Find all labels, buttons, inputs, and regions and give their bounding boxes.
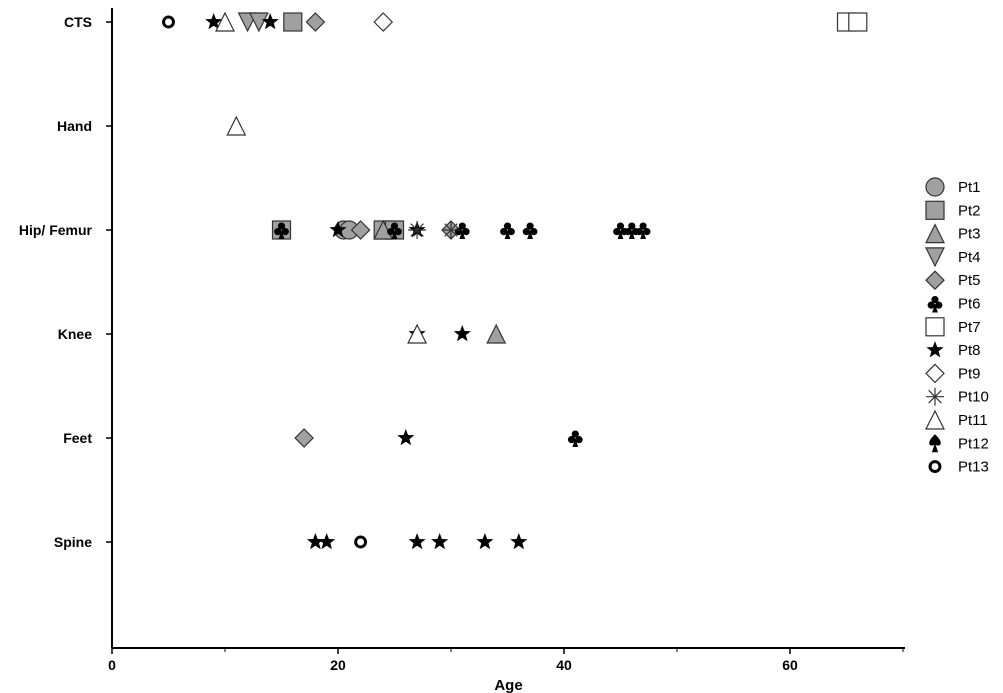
legend-marker [925,409,945,430]
series-pt6 [274,222,651,447]
legend-marker [925,223,945,244]
legend-item-pt1: Pt1 [925,177,981,197]
legend-item-pt11: Pt11 [925,409,988,430]
data-point [305,12,326,32]
legend-marker [927,295,943,313]
data-point [354,535,368,549]
legend-marker [925,317,945,337]
data-point [486,323,507,344]
legend-marker [925,363,945,384]
data-point [635,222,651,239]
data-point [476,533,494,550]
legend: Pt1 Pt2 Pt3 Pt4 Pt5 Pt6 Pt7 Pt8 Pt9 Pt10 Pt11 Pt12 P… [925,177,989,476]
legend-label: Pt5 [958,272,981,289]
data-point [510,533,528,550]
data-point [205,13,223,30]
data-point [283,12,303,32]
legend-item-pt6: Pt6 [927,295,981,313]
data-point [215,11,235,32]
data-point [274,222,289,239]
legend-marker [925,200,945,220]
y-tick-label: Feet [63,430,92,446]
data-point [397,429,415,446]
legend-item-pt10: Pt10 [926,387,989,406]
legend-label: Pt7 [958,319,981,336]
data-point [294,428,314,448]
series-pt11 [215,11,428,344]
axes: CTS Hand Hip/ Femur Knee Feet Spine 0 20 40 60 [19,8,905,673]
series-pt4 [237,12,269,33]
series-pt10 [408,221,460,239]
y-tick-label: Hand [57,118,92,134]
legend-marker [925,270,945,291]
data-point [261,13,279,30]
legend-label: Pt1 [958,179,981,196]
data-point [162,15,175,29]
data-point [226,115,247,136]
y-tick-label: CTS [64,14,92,30]
x-tick-label: 40 [556,657,572,673]
x-tick-label: 0 [108,657,116,673]
data-point [431,533,449,550]
series-pt13 [162,15,368,549]
legend-label: Pt10 [958,389,989,406]
data-point [387,222,402,239]
data-point [567,430,583,447]
legend-item-pt4: Pt4 [925,247,981,268]
y-tick-label: Knee [58,326,92,342]
legend-item-pt2: Pt2 [925,200,981,220]
data-point [848,12,868,32]
y-tick-label: Spine [54,534,92,550]
series-pt7 [836,12,868,32]
y-tick-label: Hip/ Femur [19,222,93,238]
legend-item-pt9: Pt9 [925,363,981,384]
legend-item-pt7: Pt7 [925,317,981,337]
legend-item-pt13: Pt13 [928,459,989,476]
legend-label: Pt13 [958,459,989,476]
data-point [442,221,460,239]
legend-label: Pt2 [958,202,981,219]
series-pt8 [205,13,528,550]
legend-label: Pt9 [958,365,981,382]
series-pt2 [271,12,405,240]
series-pt9 [373,12,394,32]
data-point [500,222,515,239]
data-point [408,221,427,239]
legend-marker [929,434,941,453]
legend-label: Pt6 [958,296,981,313]
legend-item-pt5: Pt5 [925,270,981,291]
data-point [407,323,428,344]
data-point [453,325,471,342]
legend-marker [925,177,945,197]
data-point [350,220,371,240]
data-points [162,11,868,550]
data-point [408,533,426,550]
x-tick-label: 20 [330,657,346,673]
legend-marker [925,247,945,268]
x-axis-title: Age [494,677,522,693]
legend-label: Pt12 [958,435,989,452]
data-point [373,12,394,32]
data-point [318,533,336,550]
legend-item-pt8: Pt8 [926,341,981,359]
legend-label: Pt3 [958,226,981,243]
legend-item-pt12: Pt12 [929,434,989,453]
data-point [306,533,324,550]
legend-label: Pt4 [958,249,981,266]
x-tick-label: 60 [782,657,798,673]
data-point [522,222,538,239]
legend-marker [928,460,942,474]
data-point [329,221,347,238]
data-point [248,12,269,33]
legend-marker [926,387,944,406]
legend-item-pt3: Pt3 [925,223,981,244]
legend-label: Pt11 [958,412,988,429]
legend-marker [926,341,944,358]
legend-label: Pt8 [958,342,981,359]
